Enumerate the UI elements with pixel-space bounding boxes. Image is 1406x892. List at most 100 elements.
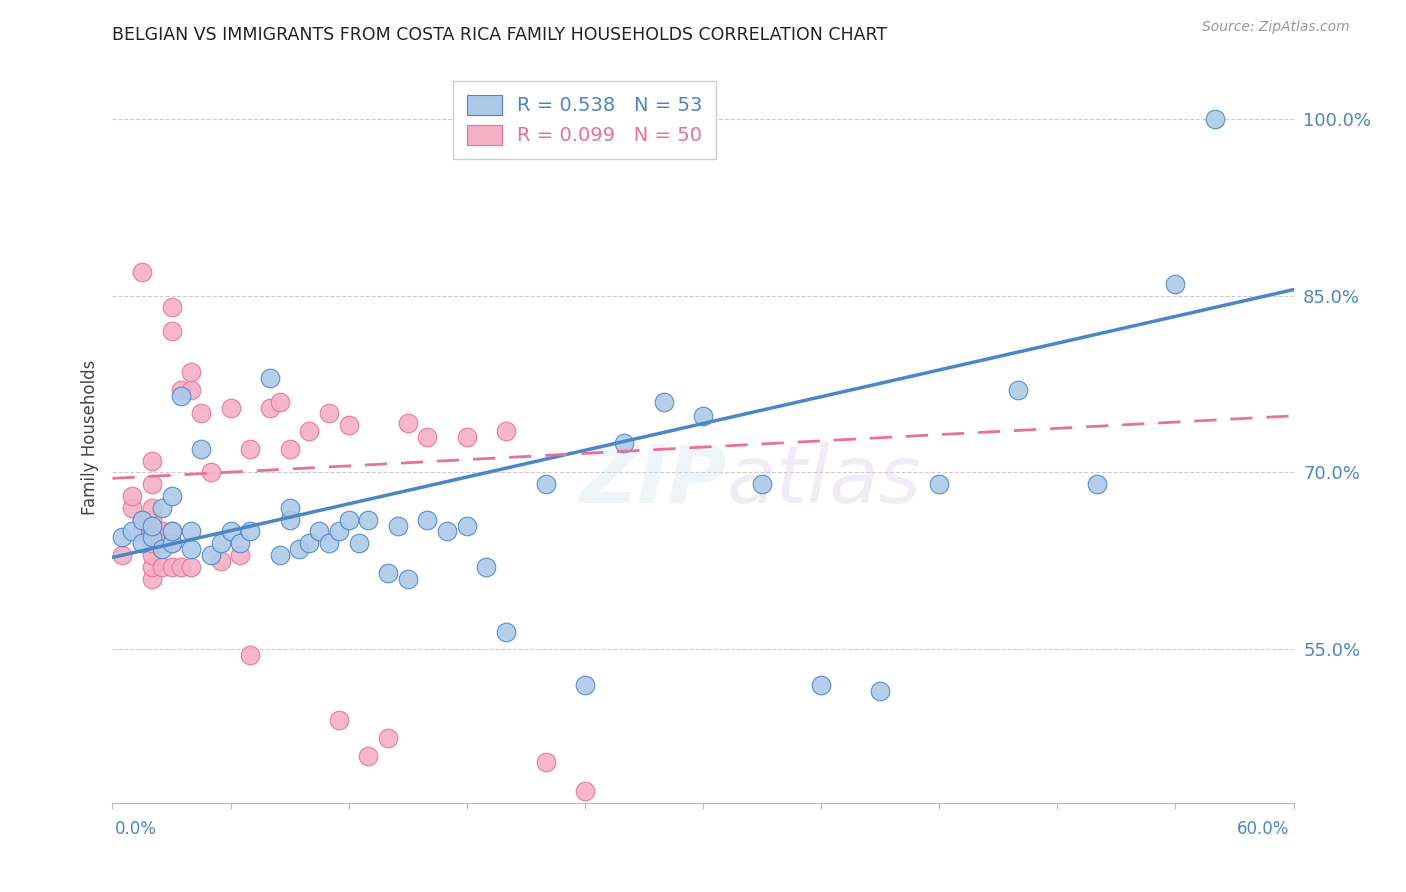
Point	[259, 371, 281, 385]
Point	[141, 530, 163, 544]
Point	[141, 536, 163, 550]
Point	[534, 755, 557, 769]
Point	[160, 559, 183, 574]
Point	[170, 383, 193, 397]
Point	[131, 536, 153, 550]
Text: atlas: atlas	[727, 442, 921, 520]
Point	[1164, 277, 1187, 291]
Point	[278, 500, 301, 515]
Point	[180, 365, 202, 379]
Point	[574, 784, 596, 798]
Point	[269, 548, 291, 562]
Point	[209, 554, 232, 568]
Point	[475, 559, 498, 574]
Point	[229, 548, 252, 562]
Point	[209, 536, 232, 550]
Text: 60.0%: 60.0%	[1237, 820, 1289, 838]
Point	[239, 442, 262, 456]
Point	[131, 524, 153, 539]
Point	[180, 542, 202, 557]
Point	[190, 407, 212, 421]
Point	[318, 407, 340, 421]
Point	[219, 401, 242, 415]
Point	[131, 265, 153, 279]
Point	[396, 416, 419, 430]
Text: Source: ZipAtlas.com: Source: ZipAtlas.com	[1202, 21, 1350, 34]
Point	[1085, 477, 1108, 491]
Point	[160, 536, 183, 550]
Point	[180, 559, 202, 574]
Point	[150, 542, 173, 557]
Point	[1007, 383, 1029, 397]
Point	[337, 513, 360, 527]
Point	[239, 524, 262, 539]
Point	[141, 500, 163, 515]
Point	[200, 466, 222, 480]
Point	[141, 548, 163, 562]
Point	[141, 513, 163, 527]
Point	[357, 748, 380, 763]
Point	[239, 648, 262, 663]
Point	[495, 424, 517, 438]
Point	[190, 442, 212, 456]
Point	[436, 524, 458, 539]
Point	[160, 536, 183, 550]
Point	[869, 683, 891, 698]
Point	[121, 489, 143, 503]
Point	[308, 524, 330, 539]
Legend: R = 0.538   N = 53, R = 0.099   N = 50: R = 0.538 N = 53, R = 0.099 N = 50	[453, 81, 717, 159]
Point	[1204, 112, 1226, 126]
Point	[288, 542, 311, 557]
Point	[150, 536, 173, 550]
Point	[810, 678, 832, 692]
Point	[692, 409, 714, 423]
Point	[141, 572, 163, 586]
Text: ZIP: ZIP	[579, 442, 727, 520]
Point	[328, 524, 350, 539]
Point	[141, 518, 163, 533]
Point	[456, 430, 478, 444]
Point	[751, 477, 773, 491]
Point	[613, 436, 636, 450]
Point	[150, 524, 173, 539]
Point	[121, 524, 143, 539]
Point	[141, 559, 163, 574]
Point	[377, 731, 399, 745]
Point	[141, 453, 163, 467]
Point	[180, 383, 202, 397]
Point	[574, 678, 596, 692]
Point	[387, 518, 409, 533]
Y-axis label: Family Households: Family Households	[80, 359, 98, 515]
Point	[111, 548, 134, 562]
Point	[111, 530, 134, 544]
Point	[328, 713, 350, 727]
Point	[377, 566, 399, 580]
Point	[170, 389, 193, 403]
Point	[337, 418, 360, 433]
Text: BELGIAN VS IMMIGRANTS FROM COSTA RICA FAMILY HOUSEHOLDS CORRELATION CHART: BELGIAN VS IMMIGRANTS FROM COSTA RICA FA…	[112, 26, 887, 44]
Point	[278, 442, 301, 456]
Point	[534, 477, 557, 491]
Point	[318, 536, 340, 550]
Point	[170, 559, 193, 574]
Point	[396, 572, 419, 586]
Text: 0.0%: 0.0%	[115, 820, 157, 838]
Point	[416, 430, 439, 444]
Point	[456, 518, 478, 533]
Point	[141, 477, 163, 491]
Point	[269, 394, 291, 409]
Point	[259, 401, 281, 415]
Point	[219, 524, 242, 539]
Point	[416, 513, 439, 527]
Point	[141, 524, 163, 539]
Point	[495, 624, 517, 639]
Point	[160, 524, 183, 539]
Point	[121, 500, 143, 515]
Point	[150, 500, 173, 515]
Point	[278, 513, 301, 527]
Point	[298, 424, 321, 438]
Point	[928, 477, 950, 491]
Point	[229, 536, 252, 550]
Point	[160, 301, 183, 315]
Point	[180, 524, 202, 539]
